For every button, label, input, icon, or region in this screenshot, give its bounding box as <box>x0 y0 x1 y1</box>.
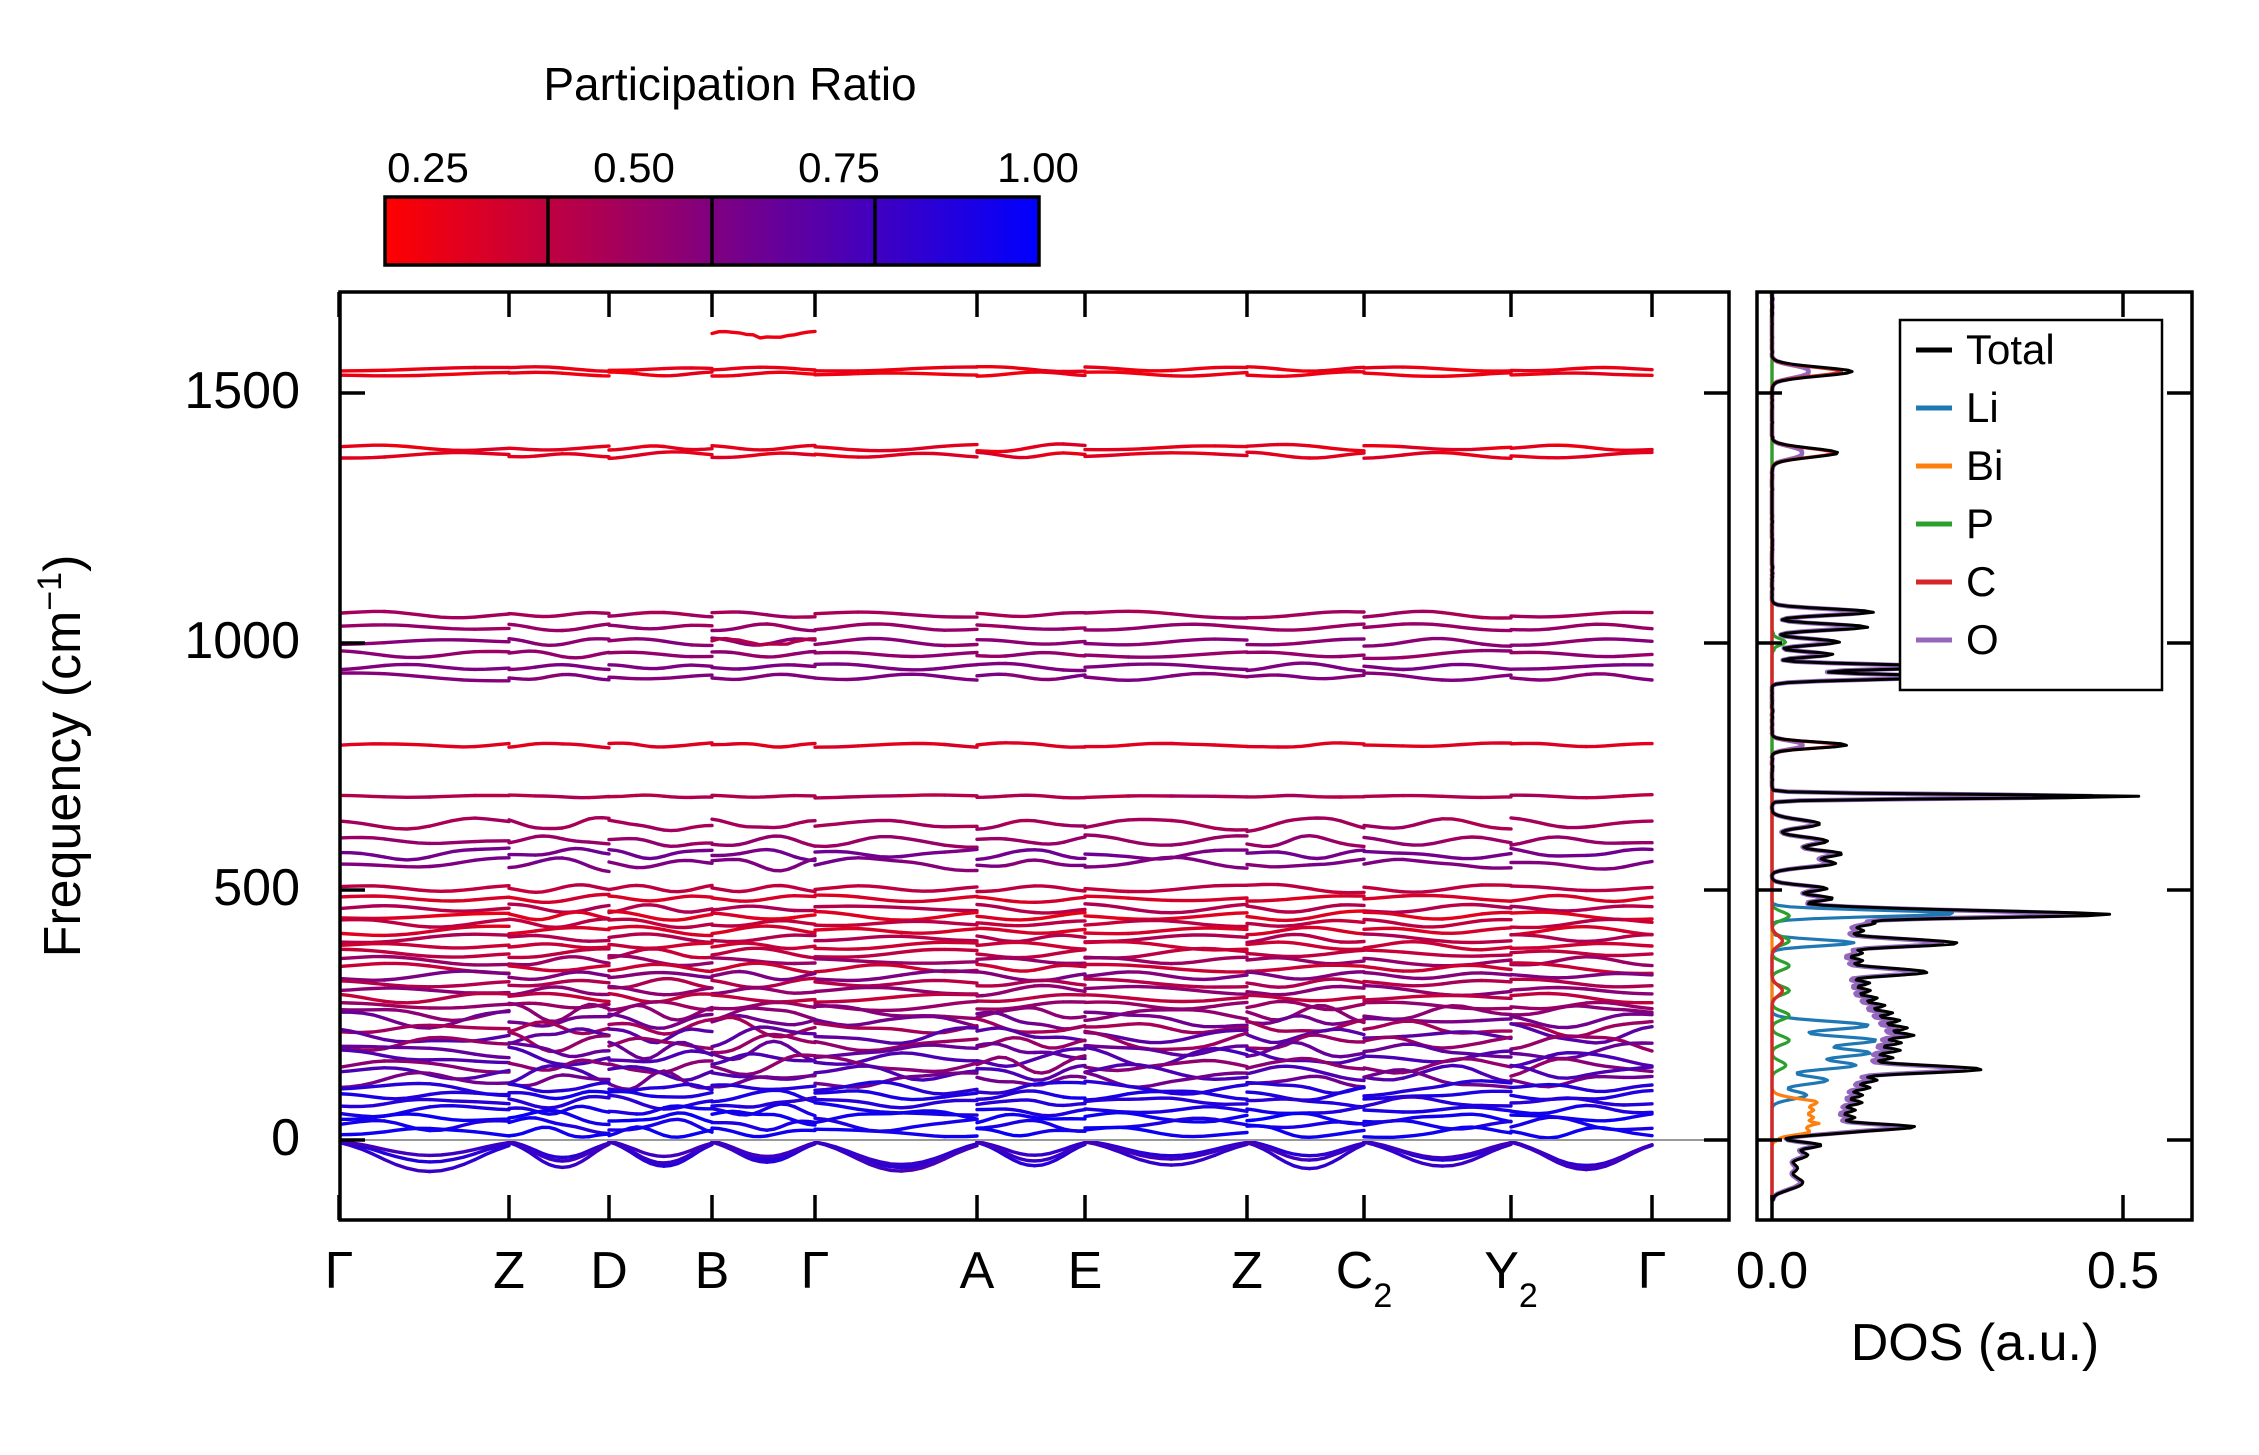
svg-text:Bi: Bi <box>1966 442 2003 489</box>
svg-text:O: O <box>1966 616 1999 663</box>
svg-text:1000: 1000 <box>184 612 300 670</box>
svg-text:Total: Total <box>1966 326 2055 373</box>
svg-text:Γ: Γ <box>1638 1242 1667 1300</box>
svg-text:D: D <box>590 1242 628 1300</box>
svg-text:0.50: 0.50 <box>593 144 675 191</box>
svg-text:500: 500 <box>213 859 300 917</box>
svg-text:1500: 1500 <box>184 362 300 420</box>
svg-text:1.00: 1.00 <box>997 144 1079 191</box>
svg-text:Γ: Γ <box>801 1242 830 1300</box>
svg-text:C: C <box>1966 558 1996 605</box>
svg-text:P: P <box>1966 500 1994 547</box>
svg-text:E: E <box>1068 1242 1103 1300</box>
svg-text:0: 0 <box>271 1109 300 1167</box>
svg-text:Frequency (cm−1): Frequency (cm−1) <box>31 555 92 958</box>
svg-text:DOS (a.u.): DOS (a.u.) <box>1851 1314 2100 1372</box>
svg-text:0.5: 0.5 <box>2087 1242 2159 1300</box>
svg-text:Γ: Γ <box>325 1242 354 1300</box>
svg-text:0.25: 0.25 <box>387 144 469 191</box>
svg-text:Participation Ratio: Participation Ratio <box>543 58 916 110</box>
svg-text:Li: Li <box>1966 384 1999 431</box>
svg-text:Z: Z <box>1231 1242 1263 1300</box>
svg-text:0.75: 0.75 <box>798 144 880 191</box>
svg-text:Z: Z <box>493 1242 525 1300</box>
svg-text:B: B <box>695 1242 730 1300</box>
svg-text:A: A <box>960 1242 995 1300</box>
svg-text:0.0: 0.0 <box>1736 1242 1808 1300</box>
